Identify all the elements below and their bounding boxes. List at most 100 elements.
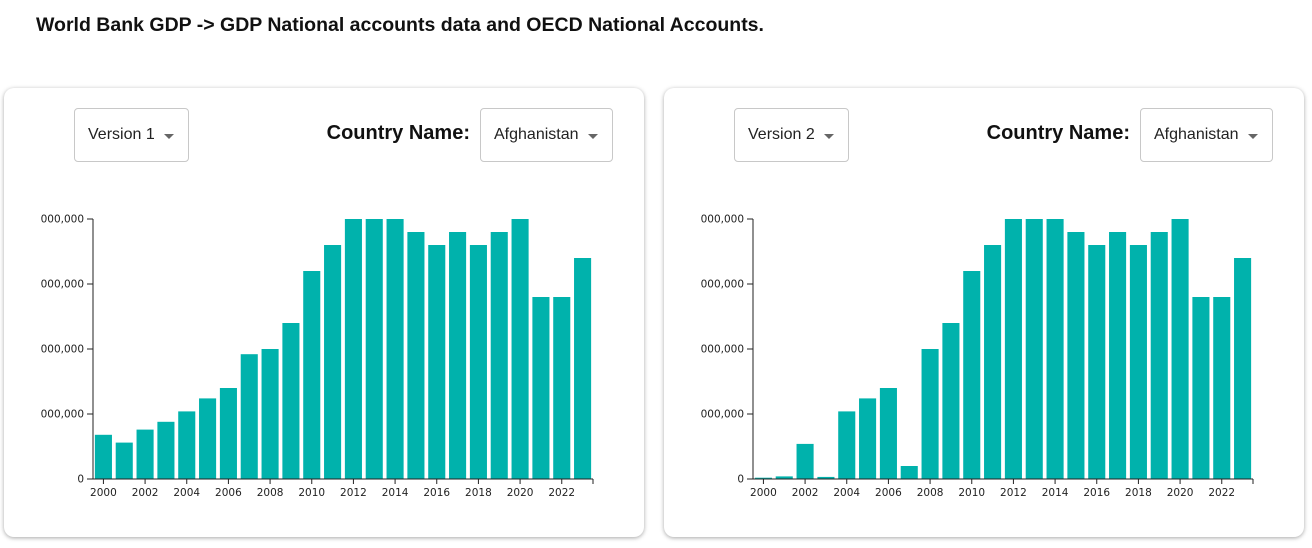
bar-2022 <box>553 297 571 479</box>
gdp-bar-chart: 0 000,000 000,000 000,000 000,000 2000 2002 200… <box>41 214 594 498</box>
y-tick-label: 000,000 <box>41 409 84 421</box>
bar-2013 <box>365 219 383 479</box>
country-select[interactable]: Afghanistan <box>1140 108 1273 162</box>
x-tick-label: 2000 <box>90 487 117 498</box>
bar-2004 <box>178 411 196 479</box>
bar-2003 <box>817 476 835 479</box>
x-tick-label: 2012 <box>1000 487 1027 498</box>
bar-2012 <box>344 219 362 479</box>
bar-2015 <box>407 232 425 479</box>
bar-2000 <box>94 434 112 479</box>
bar-2023 <box>574 258 592 479</box>
chart-card-version-1: Version 1 Country Name: Afghanistan 0 000… <box>4 88 644 537</box>
x-tick-label: 2018 <box>1125 487 1152 498</box>
bar-2008 <box>261 349 279 479</box>
bar-2019 <box>1150 232 1168 479</box>
bar-2021 <box>1192 297 1210 479</box>
version-select[interactable]: Version 1 <box>74 108 189 162</box>
bar-2010 <box>303 271 321 479</box>
bar-2015 <box>1067 232 1085 479</box>
y-tick-label: 0 <box>737 474 744 486</box>
country-select-value: Afghanistan <box>1154 126 1239 143</box>
y-tick-label: 000,000 <box>41 214 84 226</box>
bar-2001 <box>775 476 793 479</box>
x-tick-label: 2014 <box>382 487 409 498</box>
bar-2003 <box>157 421 175 479</box>
y-tick-label: 0 <box>77 474 84 486</box>
y-tick-label: 000,000 <box>701 214 744 226</box>
bar-2021 <box>532 297 550 479</box>
bar-2017 <box>1109 232 1127 479</box>
bar-2005 <box>199 398 217 479</box>
bar-2018 <box>469 245 487 479</box>
country-name-label: Country Name: <box>326 122 470 144</box>
bar-2006 <box>219 388 237 479</box>
bar-2011 <box>984 245 1002 479</box>
y-tick-label: 000,000 <box>701 344 744 356</box>
bar-2007 <box>900 466 918 479</box>
bar-2008 <box>921 349 939 479</box>
x-tick-label: 2002 <box>792 487 819 498</box>
x-tick-label: 2002 <box>132 487 159 498</box>
bar-2009 <box>942 323 960 479</box>
bar-2011 <box>324 245 342 479</box>
chevron-down-icon <box>823 133 834 139</box>
chevron-down-icon <box>163 133 174 139</box>
x-tick-label: 2004 <box>833 487 860 498</box>
gdp-bar-chart: 0 000,000 000,000 000,000 000,000 2000 2002 200… <box>701 214 1254 498</box>
x-tick-label: 2020 <box>1167 487 1194 498</box>
y-tick-label: 000,000 <box>41 344 84 356</box>
chevron-down-icon <box>587 133 598 139</box>
x-tick-label: 2008 <box>257 487 284 498</box>
bar-2009 <box>282 323 300 479</box>
x-tick-label: 2008 <box>917 487 944 498</box>
version-select-value: Version 2 <box>748 126 815 143</box>
x-tick-label: 2004 <box>173 487 200 498</box>
y-tick-label: 000,000 <box>41 279 84 291</box>
bar-2017 <box>449 232 467 479</box>
version-select[interactable]: Version 2 <box>734 108 849 162</box>
country-name-label: Country Name: <box>986 122 1130 144</box>
chart-card-version-2: Version 2 Country Name: Afghanistan 0 000… <box>664 88 1304 537</box>
bar-2018 <box>1129 245 1147 479</box>
bar-2000 <box>754 477 772 479</box>
x-tick-label: 2016 <box>1083 487 1110 498</box>
bar-2013 <box>1025 219 1043 479</box>
country-select-value: Afghanistan <box>494 126 579 143</box>
bar-2006 <box>879 388 897 479</box>
bar-2020 <box>1171 219 1189 479</box>
x-tick-label: 2000 <box>750 487 777 498</box>
bar-2019 <box>490 232 508 479</box>
y-tick-label: 000,000 <box>701 279 744 291</box>
x-tick-label: 2010 <box>298 487 325 498</box>
country-select[interactable]: Afghanistan <box>480 108 613 162</box>
chevron-down-icon <box>1247 133 1258 139</box>
x-tick-label: 2016 <box>423 487 450 498</box>
x-tick-label: 2010 <box>958 487 985 498</box>
bar-2014 <box>1046 219 1064 479</box>
x-tick-label: 2022 <box>548 487 575 498</box>
bar-2004 <box>838 411 856 479</box>
bar-2007 <box>240 354 258 479</box>
x-tick-label: 2014 <box>1042 487 1069 498</box>
bar-2001 <box>115 442 133 479</box>
bar-2005 <box>859 398 877 479</box>
x-tick-label: 2006 <box>875 487 902 498</box>
x-tick-label: 2020 <box>507 487 534 498</box>
x-tick-label: 2018 <box>465 487 492 498</box>
bar-2014 <box>386 219 404 479</box>
x-tick-label: 2012 <box>340 487 367 498</box>
version-select-value: Version 1 <box>88 126 155 143</box>
bar-2010 <box>963 271 981 479</box>
bar-2002 <box>796 443 814 479</box>
bar-2023 <box>1234 258 1252 479</box>
bar-2016 <box>428 245 446 479</box>
bar-2022 <box>1213 297 1231 479</box>
x-tick-label: 2006 <box>215 487 242 498</box>
bar-2002 <box>136 429 154 479</box>
bar-2020 <box>511 219 529 479</box>
page-title: World Bank GDP -> GDP National accounts … <box>36 14 764 36</box>
bar-2016 <box>1088 245 1106 479</box>
y-tick-label: 000,000 <box>701 409 744 421</box>
bar-2012 <box>1004 219 1022 479</box>
